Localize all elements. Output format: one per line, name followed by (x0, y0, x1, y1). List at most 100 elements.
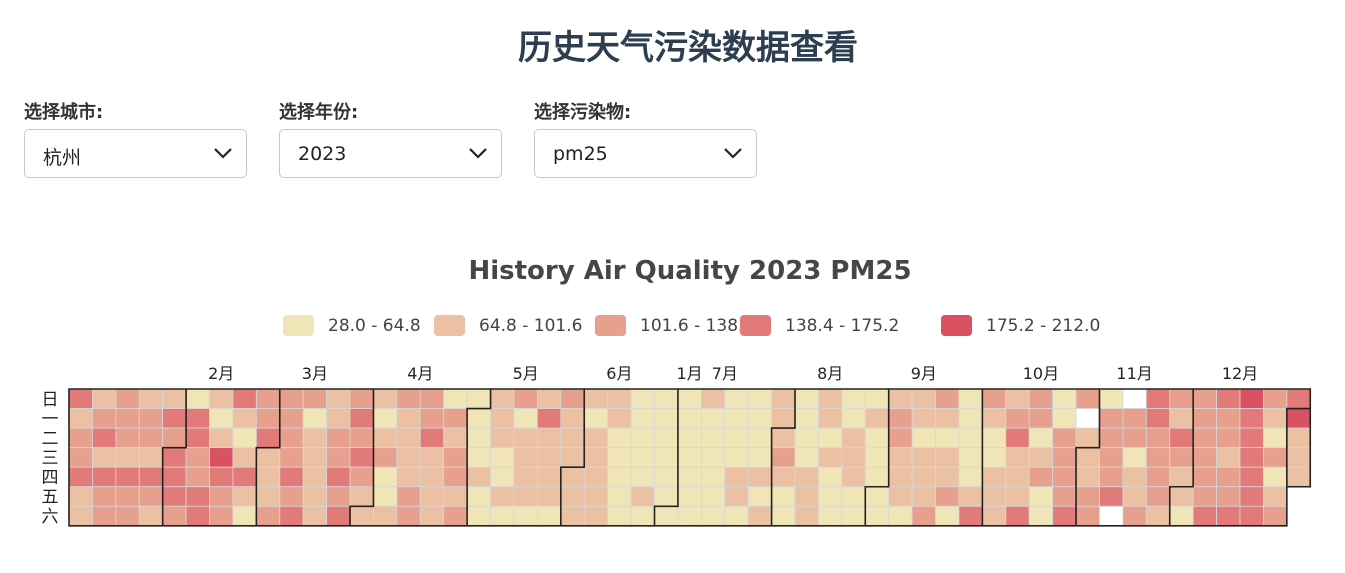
calendar-day-cell (583, 388, 609, 409)
calendar-day-cell (1145, 447, 1171, 468)
calendar-day-cell (935, 408, 960, 429)
calendar-day-cell (1145, 408, 1171, 429)
calendar-day-cell (1239, 427, 1264, 449)
calendar-day-cell (185, 486, 210, 507)
month-label: 3月 (302, 364, 328, 383)
calendar-day-cell (68, 466, 93, 488)
calendar-day-cell (138, 408, 164, 429)
calendar-day-cell (747, 505, 772, 527)
calendar-day-cell (302, 388, 328, 409)
calendar-day-cell (911, 427, 936, 449)
calendar-day-cell (162, 427, 187, 449)
calendar-day-cell (747, 486, 772, 507)
calendar-day-cell (654, 388, 679, 409)
calendar-day-cell (1286, 447, 1311, 468)
calendar-day-cell (419, 408, 445, 429)
month-label: 8月 (817, 364, 843, 383)
city-select[interactable]: 杭州 (24, 129, 247, 178)
calendar-day-cell (1099, 486, 1124, 507)
calendar-day-cell (1192, 388, 1217, 409)
year-select-value: 2023 (298, 143, 347, 165)
calendar-day-cell (115, 466, 140, 488)
calendar-day-cell (630, 486, 655, 507)
calendar-day-cell (138, 427, 164, 449)
calendar-day-cell (349, 427, 374, 449)
calendar-day-cell (490, 427, 515, 449)
calendar-day-cell (1099, 505, 1124, 527)
calendar-day-cell (279, 388, 304, 409)
calendar-day-cell (700, 408, 726, 429)
calendar-day-cell (981, 427, 1007, 449)
legend-label: 64.8 - 101.6 (479, 316, 582, 336)
calendar-day-cell (677, 505, 702, 527)
calendar-day-cell (1075, 388, 1100, 409)
calendar-day-cell (958, 466, 983, 488)
calendar-day-cell (724, 486, 749, 507)
calendar-day-cell (1263, 466, 1288, 488)
calendar-day-cell (68, 388, 93, 409)
calendar-day-cell (1145, 427, 1171, 449)
calendar-day-cell (700, 388, 726, 409)
calendar-day-cell (68, 486, 93, 507)
calendar-day-cell (560, 408, 585, 429)
calendar-day-cell (771, 505, 796, 527)
calendar-day-cell (1145, 466, 1171, 488)
calendar-day-cell (302, 447, 328, 468)
calendar-day-cell (185, 408, 210, 429)
calendar-day-cell (1099, 427, 1124, 449)
calendar-day-cell (607, 427, 632, 449)
calendar-day-cell (560, 447, 585, 468)
calendar-day-cell (537, 408, 562, 429)
calendar-day-cell (935, 505, 960, 527)
calendar-day-cell (490, 408, 515, 429)
calendar-day-cell (700, 466, 726, 488)
legend-label: 28.0 - 64.8 (328, 316, 421, 336)
month-label: 10月 (1023, 364, 1059, 383)
weekday-label: 一 (42, 409, 59, 429)
calendar-day-cell (349, 486, 374, 507)
calendar-day-cell (654, 408, 679, 429)
weekday-label: 二 (42, 429, 59, 449)
calendar-day-cell (349, 388, 374, 409)
calendar-day-cell (443, 466, 468, 488)
calendar-day-cell (68, 408, 93, 429)
calendar-day-cell (466, 427, 491, 449)
calendar-day-cell (1169, 408, 1194, 429)
calendar-day-cell (911, 486, 936, 507)
calendar-day-cell (185, 505, 210, 527)
calendar-day-cell (911, 388, 936, 409)
calendar-day-cell (466, 408, 491, 429)
calendar-day-cell (349, 466, 374, 488)
calendar-day-cell (981, 388, 1007, 409)
calendar-day-cell (864, 408, 890, 429)
calendar-day-cell (490, 466, 515, 488)
calendar-day-cell (607, 388, 632, 409)
calendar-day-cell (958, 447, 983, 468)
calendar-day-cell (864, 486, 890, 507)
calendar-day-cell (1192, 408, 1217, 429)
calendar-day-cell (209, 466, 234, 488)
calendar-day-cell (560, 427, 585, 449)
calendar-day-cell (1028, 466, 1054, 488)
calendar-day-cell (537, 427, 562, 449)
calendar-day-cell (700, 427, 726, 449)
year-select[interactable]: 2023 (279, 129, 502, 178)
legend-swatch (434, 315, 465, 336)
calendar-day-cell (958, 427, 983, 449)
calendar-day-cell (1192, 466, 1217, 488)
month-label: 2月 (208, 364, 234, 383)
calendar-day-cell (255, 447, 281, 468)
calendar-day-cell (888, 408, 913, 429)
calendar-day-cell (162, 486, 187, 507)
calendar-day-cell (1263, 486, 1288, 507)
pollutant-select[interactable]: pm25 (534, 129, 757, 178)
calendar-day-cell (630, 466, 655, 488)
calendar-day-cell (583, 466, 609, 488)
calendar-day-cell (138, 388, 164, 409)
calendar-day-cell (958, 505, 983, 527)
calendar-day-cell (1122, 466, 1147, 488)
calendar-day-cell (209, 388, 234, 409)
calendar-day-cell (92, 505, 117, 527)
calendar-day-cell (1122, 505, 1147, 527)
calendar-day-cell (747, 388, 772, 409)
